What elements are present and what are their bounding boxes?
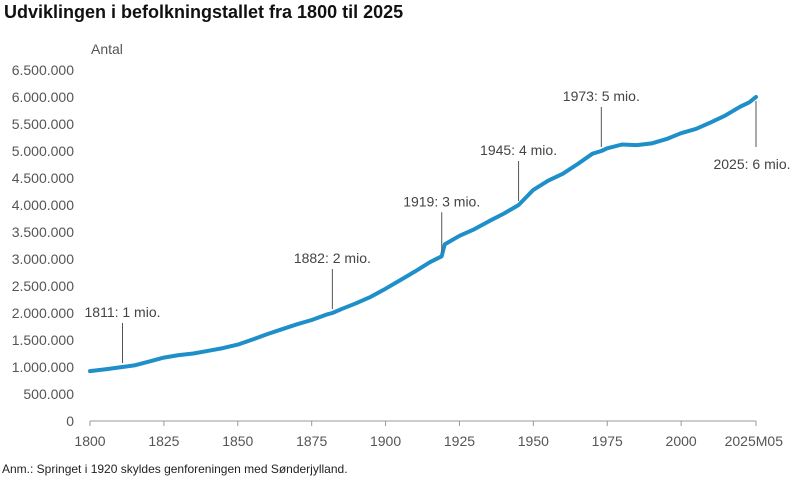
annotation-label: 2025: 6 mio. — [713, 156, 790, 172]
x-tick-label: 1975 — [592, 433, 623, 449]
y-tick-label: 1.500.000 — [12, 332, 74, 348]
y-tick-label: 5.000.000 — [12, 143, 74, 159]
chart-note: Anm.: Springet i 1920 skyldes genforenin… — [2, 462, 348, 476]
chart-title: Udviklingen i befolkningstallet fra 1800… — [4, 2, 404, 22]
y-tick-label: 1.000.000 — [12, 359, 74, 375]
x-tick-label: 1925 — [444, 433, 475, 449]
x-tick-label: 2000 — [666, 433, 697, 449]
x-tick-label: 1900 — [370, 433, 401, 449]
x-tick-label: 2025M05 — [725, 433, 784, 449]
x-tick-label: 1950 — [518, 433, 549, 449]
annotation-label: 1882: 2 mio. — [294, 250, 371, 266]
annotation-label: 1945: 4 mio. — [480, 142, 557, 158]
annotations: 1811: 1 mio. 1882: 2 mio. 1919: 3 mio. 1945… — [85, 88, 791, 363]
y-axis-label: Antal — [91, 41, 123, 57]
y-tick-label: 2.500.000 — [12, 278, 74, 294]
population-series-line — [88, 95, 758, 374]
annotation-label: 1811: 1 mio. — [85, 304, 161, 320]
y-tick-label: 500.000 — [23, 386, 74, 402]
annotation-label: 1973: 5 mio. — [563, 88, 640, 104]
x-axis: 1800 1825 1850 1875 1900 1925 1950 1975 2000 2025… — [74, 421, 783, 449]
x-tick-label: 1825 — [148, 433, 179, 449]
y-tick-label: 6.000.000 — [12, 89, 74, 105]
annotation-label: 1919: 3 mio. — [403, 193, 480, 209]
y-tick-label: 3.500.000 — [12, 224, 74, 240]
y-tick-label: 4.500.000 — [12, 170, 74, 186]
y-axis: 0 500.000 1.000.000 1.500.000 2.000.000 2.500… — [12, 62, 75, 429]
x-tick-label: 1875 — [296, 433, 327, 449]
y-tick-label: 6.500.000 — [12, 62, 74, 78]
y-tick-label: 5.500.000 — [12, 116, 74, 132]
y-tick-label: 0 — [66, 413, 74, 429]
y-tick-label: 3.000.000 — [12, 251, 74, 267]
y-tick-label: 4.000.000 — [12, 197, 74, 213]
x-tick-label: 1850 — [222, 433, 253, 449]
x-tick-label: 1800 — [74, 433, 105, 449]
y-tick-label: 2.000.000 — [12, 305, 74, 321]
